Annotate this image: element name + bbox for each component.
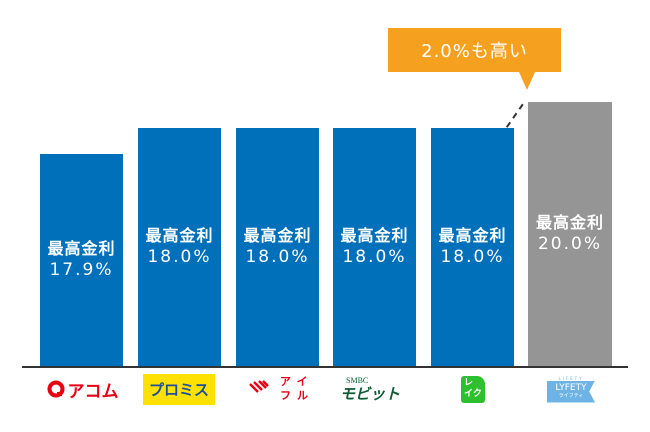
aiful-text-line2: フル: [280, 389, 314, 402]
bar-value: 20.0%: [537, 234, 602, 254]
lake-text-line1: レ: [464, 378, 474, 388]
logo-mobit: SMBC モビット: [340, 374, 420, 404]
logo-acom: アコム: [40, 374, 125, 404]
bar-label: 最高金利: [340, 226, 409, 245]
bar-label: 最高金利: [243, 226, 312, 245]
x-axis-baseline: [22, 366, 628, 368]
bar-value: 18.0%: [245, 247, 310, 267]
bar-mobit: 最高金利 18.0%: [333, 128, 416, 366]
bar-value: 17.9%: [49, 260, 114, 280]
bar-acom: 最高金利 17.9%: [40, 154, 123, 366]
bar-promise: 最高金利 18.0%: [138, 128, 221, 366]
bar-aiful: 最高金利 18.0%: [236, 128, 319, 366]
callout-text: 2.0%も高い: [421, 41, 528, 62]
acom-text: アコム: [67, 381, 119, 402]
callout-pointer: [519, 72, 535, 90]
lifety-sub-text: ライフティ: [558, 393, 584, 399]
bar-label: 最高金利: [47, 239, 116, 258]
promise-text: プロミス: [143, 373, 215, 405]
bar-lake: 最高金利 18.0%: [431, 128, 514, 366]
difference-callout: 2.0%も高い: [388, 28, 561, 72]
lifety-top-text: LIFETY: [558, 375, 584, 381]
lake-text-line2: イク: [464, 389, 482, 399]
bar-label: 最高金利: [535, 213, 604, 232]
bar-label: 最高金利: [438, 226, 507, 245]
logo-lake: レ イク: [460, 374, 486, 404]
mobit-text: モビット: [340, 384, 401, 403]
logo-aiful: アイ フル: [245, 374, 315, 404]
lifety-text: LYFETY: [555, 383, 587, 393]
bar-lifety: 最高金利 20.0%: [528, 102, 612, 366]
acom-ring-icon: [47, 380, 64, 398]
bar-value: 18.0%: [147, 247, 212, 267]
dashed-connector: [505, 103, 526, 129]
bar-label: 最高金利: [145, 226, 214, 245]
logo-lifety: LIFETY LYFETY ライフティ: [546, 374, 596, 404]
logo-promise: プロミス: [143, 373, 215, 405]
aiful-text-line1: アイ: [280, 375, 314, 388]
bar-value: 18.0%: [440, 247, 505, 267]
mobit-smbc: SMBC: [346, 375, 369, 385]
bar-value: 18.0%: [342, 247, 407, 267]
aiful-heart-icon: [249, 380, 269, 393]
